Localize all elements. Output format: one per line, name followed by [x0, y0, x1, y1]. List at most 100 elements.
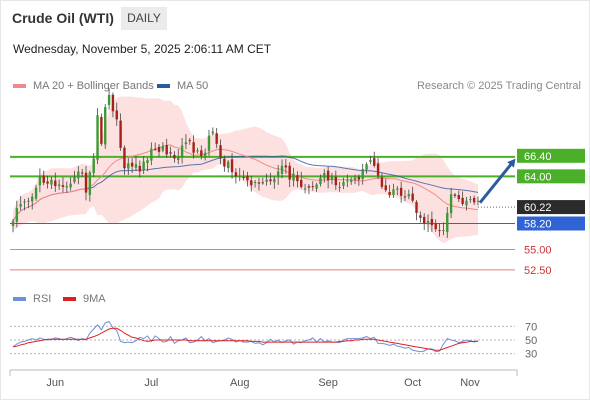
candle: [292, 167, 295, 187]
price-label-52.50: 52.50: [524, 265, 552, 277]
research-credit: Research © 2025 Trading Central: [416, 80, 581, 92]
rsi-panel: 70 50 30: [10, 320, 537, 361]
candle: [107, 88, 111, 110]
candle: [84, 165, 88, 201]
legend-ma50: MA 50: [157, 80, 208, 92]
candle-body: [334, 176, 338, 186]
candle-body: [165, 145, 168, 155]
candle: [242, 170, 245, 181]
candle: [180, 138, 184, 164]
candle: [246, 171, 249, 187]
candle: [419, 211, 422, 223]
candle: [215, 127, 218, 149]
candle-body: [407, 194, 411, 197]
legend-ma20: MA 20 + Bollinger Bands: [13, 80, 154, 92]
candle-body: [365, 164, 368, 170]
candle-body: [323, 173, 326, 179]
legend-9ma: 9MA: [63, 293, 106, 305]
candle-body: [280, 165, 284, 174]
candle-body: [472, 198, 476, 203]
candle-body: [169, 152, 172, 154]
candle-body: [138, 165, 142, 172]
candle-body: [403, 196, 407, 198]
candle-body: [107, 95, 111, 105]
price-label-box: [517, 148, 585, 163]
timeframe-button[interactable]: DAILY: [121, 7, 167, 30]
timestamp: Wednesday, November 5, 2025 2:06:11 AM C…: [13, 42, 272, 56]
candle-body: [161, 146, 165, 151]
candle: [15, 200, 19, 228]
price-label-text: 64.00: [524, 171, 552, 183]
candle-body: [380, 177, 384, 187]
candle: [157, 143, 161, 157]
candle-body: [388, 192, 391, 196]
price-label-text: 52.50: [524, 265, 552, 277]
candle: [250, 175, 253, 192]
candle: [434, 219, 437, 232]
candle-body: [326, 170, 330, 181]
candle-body: [338, 186, 341, 188]
candle: [284, 158, 288, 175]
candle-body: [411, 193, 414, 201]
candle-body: [346, 180, 349, 182]
candle-body: [465, 200, 468, 206]
candle: [219, 139, 222, 165]
candle: [100, 113, 103, 146]
candle-body: [392, 189, 395, 195]
candle: [96, 108, 99, 165]
candle-body: [211, 131, 215, 134]
candle-body: [215, 133, 218, 144]
candle: [399, 181, 403, 203]
candle: [446, 207, 449, 238]
candle-body: [419, 215, 422, 218]
candle: [422, 213, 426, 230]
candle: [346, 174, 349, 188]
candle: [177, 148, 180, 165]
candle: [65, 181, 69, 194]
price-label-box: [517, 200, 585, 215]
candle: [46, 175, 49, 189]
candles: [11, 88, 480, 238]
candle: [238, 167, 241, 182]
candle-body: [177, 156, 180, 160]
candle: [73, 170, 76, 184]
candle: [150, 142, 153, 166]
candle: [203, 148, 207, 161]
candle: [342, 177, 345, 190]
candle-body: [38, 176, 42, 186]
candle: [392, 183, 395, 199]
candle: [127, 158, 130, 175]
candle-body: [422, 216, 426, 224]
candle: [323, 169, 326, 183]
candle-body: [31, 196, 34, 202]
candle-body: [438, 230, 441, 232]
month-label-Aug: Aug: [230, 377, 250, 389]
candle: [330, 172, 334, 185]
ma20-label: MA 20 + Bollinger Bands: [33, 80, 154, 92]
candle-body: [349, 179, 353, 182]
price-label-text: 66.40: [524, 151, 552, 163]
candle-body: [50, 179, 53, 185]
candle: [223, 155, 226, 172]
candle-body: [369, 160, 372, 162]
price-label-66.40: 66.40: [517, 148, 585, 163]
candle-body: [192, 142, 195, 153]
price-label-box: [517, 216, 585, 231]
candle-body: [15, 208, 19, 222]
month-label-Sep: Sep: [318, 377, 338, 389]
candle: [138, 160, 142, 178]
candle: [69, 177, 72, 191]
candle: [230, 153, 234, 179]
candle: [315, 182, 318, 192]
candle-body: [54, 180, 57, 187]
month-label-Jul: Jul: [144, 377, 158, 389]
candle: [280, 159, 284, 179]
candle-body: [461, 197, 464, 204]
candle: [34, 184, 38, 201]
candle-body: [415, 201, 418, 213]
candle-body: [361, 169, 364, 179]
candle-body: [157, 146, 161, 152]
candle: [403, 190, 407, 201]
price-label-64.00: 64.00: [517, 169, 585, 184]
